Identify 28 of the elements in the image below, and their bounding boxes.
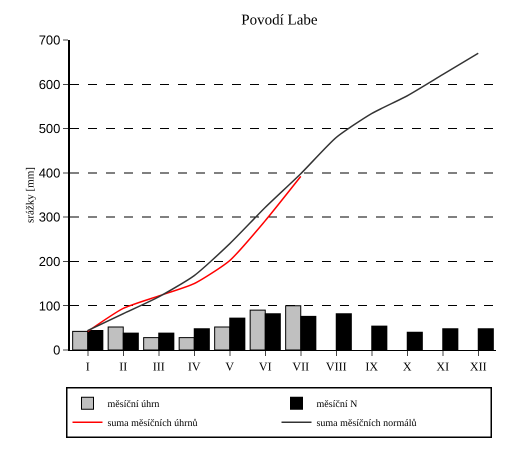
x-tick-label: VIII: [326, 359, 347, 374]
x-tick-label: XI: [436, 359, 450, 374]
y-tick-label: 700: [38, 32, 60, 48]
y-tick-label: 600: [38, 76, 60, 92]
x-tick-label: V: [225, 359, 234, 374]
x-tick-label: XII: [470, 359, 487, 374]
x-tick-label: IV: [188, 359, 201, 374]
x-tick-label: IX: [365, 359, 378, 374]
x-tick-label: X: [402, 359, 412, 374]
x-tick-label: VII: [292, 359, 310, 374]
chart-title: Povodí Labe: [241, 12, 318, 28]
x-tick-label: II: [119, 359, 128, 374]
line-series: [87, 176, 302, 332]
legend-label: suma měsíčních normálů: [316, 418, 416, 430]
x-tick-label: VI: [258, 359, 272, 374]
legend-label: suma měsíčních úhrnů: [108, 418, 198, 430]
legend-label: měsíční úhrn: [108, 399, 160, 410]
x-tick-label: I: [86, 359, 90, 374]
y-tick-label: 0: [53, 342, 60, 358]
y-tick-label: 500: [38, 121, 60, 136]
y-tick-label: 400: [38, 165, 60, 180]
y-tick-label: 200: [38, 254, 60, 269]
y-axis-title: srážky [mm]: [24, 167, 37, 223]
line-series: [87, 52, 479, 332]
x-tick-label: III: [152, 359, 165, 374]
y-tick-label: 300: [38, 210, 60, 225]
legend-label: měsíční N: [316, 399, 358, 410]
y-tick-label: 100: [38, 298, 60, 314]
